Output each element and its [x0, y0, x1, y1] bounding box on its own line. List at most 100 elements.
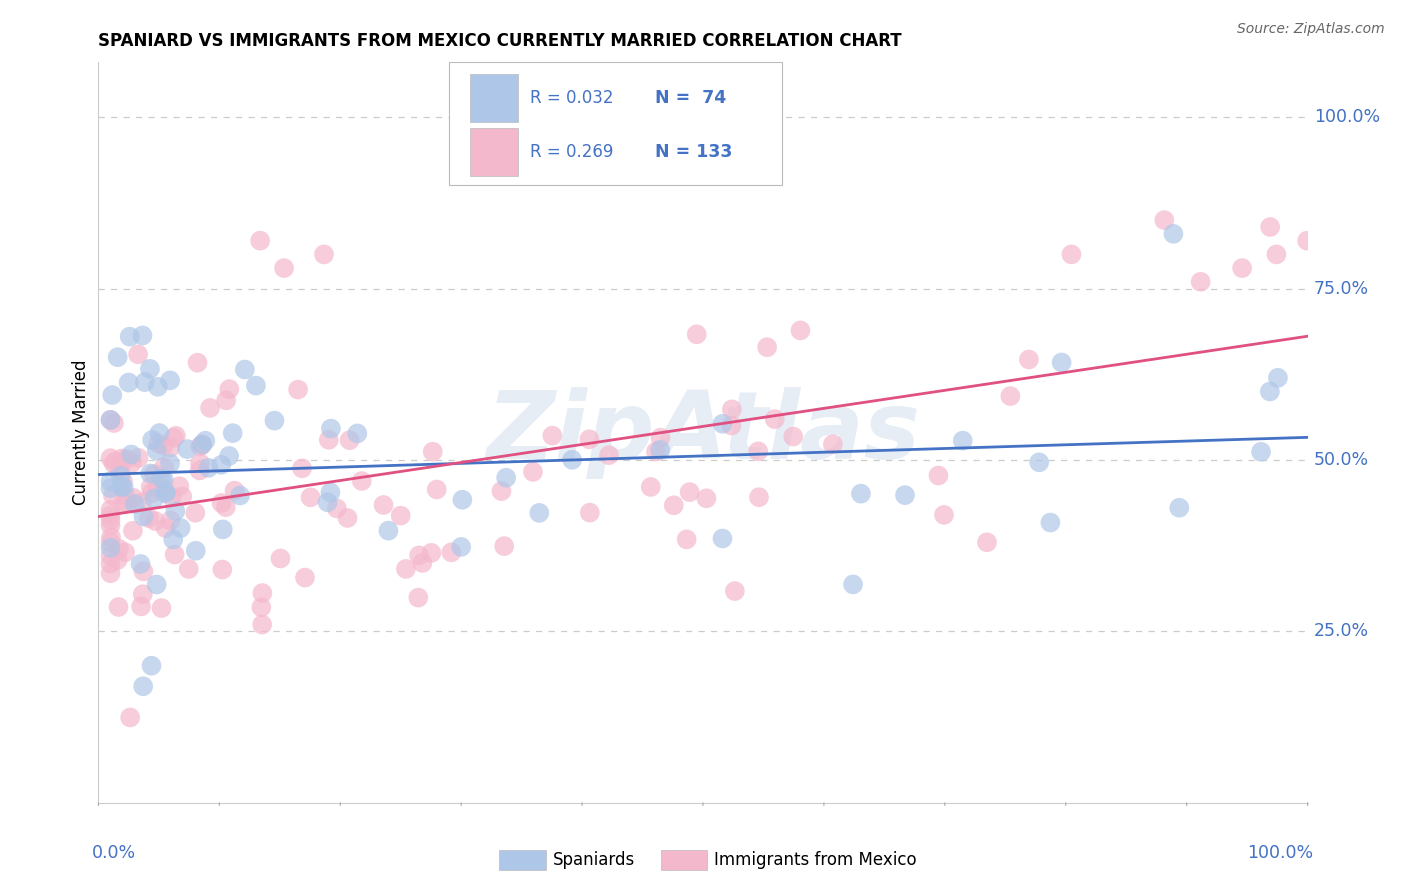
Text: Immigrants from Mexico: Immigrants from Mexico	[714, 851, 917, 869]
Point	[115, 452, 138, 467]
Point	[221, 426, 243, 441]
Point	[112, 480, 135, 494]
Point	[952, 434, 974, 448]
Point	[138, 511, 160, 525]
Point	[163, 431, 186, 445]
Point	[263, 414, 285, 428]
Point	[319, 485, 342, 500]
Text: 75.0%: 75.0%	[1313, 280, 1369, 298]
Point	[100, 513, 122, 527]
Point	[139, 467, 162, 481]
Point	[186, 356, 208, 370]
Point	[165, 429, 187, 443]
Point	[422, 444, 444, 458]
Point	[209, 458, 232, 472]
Point	[1230, 261, 1253, 276]
Point	[100, 451, 122, 466]
Point	[141, 658, 163, 673]
Point	[312, 247, 335, 261]
Point	[153, 482, 176, 496]
Point	[215, 500, 238, 515]
Point	[1267, 371, 1289, 385]
Point	[339, 434, 361, 448]
Point	[146, 380, 169, 394]
Point	[169, 521, 191, 535]
Point	[640, 480, 662, 494]
Point	[184, 543, 207, 558]
Point	[1189, 275, 1212, 289]
Point	[1258, 384, 1281, 399]
Text: 50.0%: 50.0%	[1313, 451, 1369, 469]
Point	[100, 557, 122, 571]
Point	[184, 506, 207, 520]
Point	[100, 502, 122, 516]
Point	[678, 485, 700, 500]
Point	[491, 484, 513, 499]
Point	[100, 530, 122, 544]
Point	[127, 347, 149, 361]
Text: Source: ZipAtlas.com: Source: ZipAtlas.com	[1237, 22, 1385, 37]
Point	[1018, 352, 1040, 367]
Point	[821, 437, 844, 451]
Point	[273, 261, 295, 276]
Point	[131, 495, 153, 509]
Point	[763, 412, 786, 426]
Point	[188, 463, 211, 477]
Point	[1000, 389, 1022, 403]
Point	[107, 553, 129, 567]
Text: N =  74: N = 74	[655, 89, 725, 107]
Point	[159, 373, 181, 387]
Point	[1028, 455, 1050, 469]
Point	[198, 401, 221, 415]
Point	[336, 511, 359, 525]
Text: ZipAtlas: ZipAtlas	[486, 386, 920, 479]
Point	[849, 486, 872, 500]
Point	[111, 480, 134, 494]
Point	[100, 541, 122, 555]
Point	[194, 434, 217, 448]
Point	[146, 481, 169, 495]
Point	[578, 432, 600, 446]
Text: R = 0.032: R = 0.032	[530, 89, 613, 107]
Point	[1153, 213, 1175, 227]
Text: 100.0%: 100.0%	[1247, 844, 1313, 862]
Point	[932, 508, 955, 522]
Point	[495, 471, 517, 485]
Text: SPANIARD VS IMMIGRANTS FROM MEXICO CURRENTLY MARRIED CORRELATION CHART: SPANIARD VS IMMIGRANTS FROM MEXICO CURRE…	[98, 32, 903, 50]
Point	[686, 327, 709, 342]
Point	[373, 498, 395, 512]
Point	[128, 450, 150, 465]
Point	[103, 456, 125, 470]
Point	[218, 449, 240, 463]
Point	[118, 376, 141, 390]
Point	[141, 486, 163, 500]
Point	[451, 492, 474, 507]
Point	[104, 455, 127, 469]
Point	[153, 459, 176, 474]
Point	[270, 551, 292, 566]
Point	[100, 413, 122, 427]
Point	[188, 440, 211, 454]
Text: N = 133: N = 133	[655, 144, 733, 161]
Point	[724, 584, 747, 599]
Point	[197, 461, 219, 475]
Point	[318, 433, 340, 447]
Point	[224, 483, 246, 498]
Point	[294, 571, 316, 585]
Point	[100, 518, 122, 533]
Point	[143, 467, 166, 481]
Point	[191, 437, 214, 451]
Point	[100, 474, 122, 488]
Point	[211, 522, 233, 536]
Point	[211, 563, 233, 577]
Point	[152, 473, 174, 487]
Point	[529, 506, 551, 520]
Point	[163, 548, 186, 562]
Point	[148, 436, 170, 450]
Point	[522, 465, 544, 479]
Point	[541, 428, 564, 442]
Point	[287, 383, 309, 397]
Point	[389, 508, 412, 523]
Point	[191, 437, 214, 451]
Point	[250, 600, 273, 615]
